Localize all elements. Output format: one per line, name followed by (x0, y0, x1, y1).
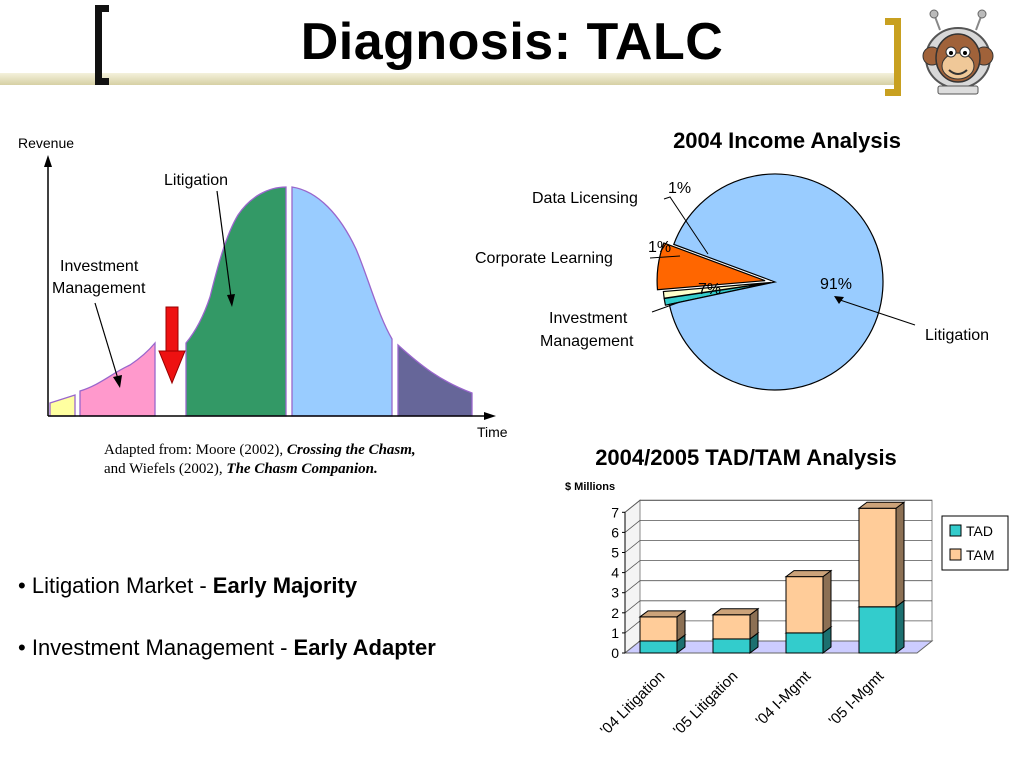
bar-y-tick-label: 0 (611, 645, 619, 661)
bar-y-tick-label: 5 (611, 545, 619, 561)
pie-label-corporate-learning: Corporate Learning (475, 250, 613, 267)
bullet-investment-text: Investment Management - (31, 635, 294, 660)
pie-value-litigation: 91% (820, 276, 852, 293)
pie-slice-litigation (668, 173, 884, 391)
talc-segment-late-majority (291, 186, 393, 417)
bar-gridline (624, 560, 932, 573)
source-note: Adapted from: Moore (2002), Crossing the… (104, 441, 416, 479)
bar-top-tam-2 (784, 570, 833, 578)
bar-y-tick-label: 3 (611, 585, 619, 601)
talc-y-label: Revenue (18, 135, 74, 151)
pie-value-data-licensing: 1% (668, 180, 691, 197)
talc-annotation-litigation: Litigation (164, 172, 228, 189)
bar-tam-2 (785, 576, 824, 634)
bar-y-label: $ Millions (565, 481, 615, 493)
legend-swatch-tam (949, 548, 962, 561)
bar-top-tam-1 (711, 608, 760, 616)
bar-y-tick-label: 6 (611, 524, 619, 540)
bar-tad-2 (785, 632, 824, 654)
bar-tad-1 (712, 638, 751, 654)
tad-tam-bar-chart: 2004/2005 TAD/TAM Analysis $ Millions 0 1… (565, 445, 1009, 739)
left-bracket-decoration (95, 5, 109, 85)
bar-side-wall (624, 499, 641, 655)
source-note-title-1: Crossing the Chasm, (286, 442, 416, 458)
pie-leader-lines (649, 196, 916, 326)
pie-label-litigation: Litigation (925, 327, 989, 344)
talc-y-axis-arrow (44, 155, 52, 167)
monkey-logo-icon (922, 9, 994, 95)
bar-x-tick-label: '04 I-Mgmt (753, 667, 815, 729)
bar-y-tick-label: 7 (611, 504, 619, 520)
bar-y-tick-label: 4 (611, 565, 619, 581)
pie-label-data-licensing: Data Licensing (532, 190, 638, 207)
bar-top-tam-3 (857, 501, 906, 509)
bar-gridline (624, 540, 932, 553)
bar-gridline (624, 600, 932, 614)
bar-tam-3 (858, 507, 897, 608)
header-band (0, 73, 900, 85)
bar-x-tick-label: '05 Litigation (670, 668, 741, 739)
bar-gridline (624, 499, 932, 513)
talc-annotation-investment-line2: Management (52, 280, 146, 297)
bar-gridline (624, 520, 932, 533)
pie-slice-investment-management (656, 242, 766, 291)
bullet-investment: • Investment Management - Early Adapter (18, 635, 436, 660)
chasm-arrow-icon (158, 306, 186, 385)
talc-chart: Revenue Time Litigation Investment Manag… (18, 135, 508, 440)
bar-y-tick-label: 1 (611, 625, 619, 641)
bar-side-tam-2 (822, 569, 832, 634)
right-bracket-decoration (885, 18, 901, 96)
talc-segment-innovators (49, 394, 76, 417)
source-note-prefix-2: and Wiefels (2002), (104, 461, 227, 477)
bullet-litigation-emphasis: Early Majority (212, 573, 358, 598)
bar-x-tick-label: '05 I-Mgmt (826, 667, 888, 729)
talc-annotation-investment-line1: Investment (60, 258, 139, 275)
pie-value-corporate-learning: 1% (648, 239, 671, 256)
bar-title: 2004/2005 TAD/TAM Analysis (595, 445, 897, 470)
bullet-litigation-text: Litigation Market - (31, 573, 213, 598)
source-note-prefix-1: Adapted from: Moore (2002), (104, 442, 287, 458)
bar-side-tam-3 (895, 501, 905, 608)
bar-tam-0 (639, 616, 678, 642)
bar-gridline (624, 580, 932, 594)
bar-tam-1 (712, 614, 751, 640)
talc-segment-early-majority (185, 186, 287, 417)
slide-title: Diagnosis: TALC (300, 13, 724, 71)
bullet-litigation: • Litigation Market - Early Majority (18, 573, 358, 598)
income-pie-chart: 2004 Income Analysis Data Licensing 1% C… (475, 128, 989, 391)
pie-label-investment-line1: Investment (549, 310, 628, 327)
bullet-investment-emphasis: Early Adapter (293, 635, 436, 660)
bar-y-tick-label: 2 (611, 605, 619, 621)
bar-side-tad-3 (895, 599, 905, 654)
legend-label-tam: TAM (966, 547, 995, 563)
bar-tad-3 (858, 606, 897, 654)
pie-label-investment-line2: Management (540, 333, 634, 350)
legend-label-tad: TAD (966, 523, 993, 539)
talc-segment-laggards (397, 343, 473, 417)
legend-swatch-tad (949, 524, 962, 537)
talc-x-label: Time (477, 424, 508, 440)
talc-x-axis-arrow (484, 412, 496, 420)
source-note-title-2: The Chasm Companion. (226, 461, 378, 477)
bar-x-tick-label: '04 Litigation (597, 668, 668, 739)
pie-slice-corporate-learning (662, 281, 772, 299)
bar-tad-0 (639, 640, 678, 654)
pie-title: 2004 Income Analysis (673, 128, 901, 153)
bar-top-tam-0 (638, 610, 687, 618)
pie-value-investment: 7% (698, 281, 721, 298)
